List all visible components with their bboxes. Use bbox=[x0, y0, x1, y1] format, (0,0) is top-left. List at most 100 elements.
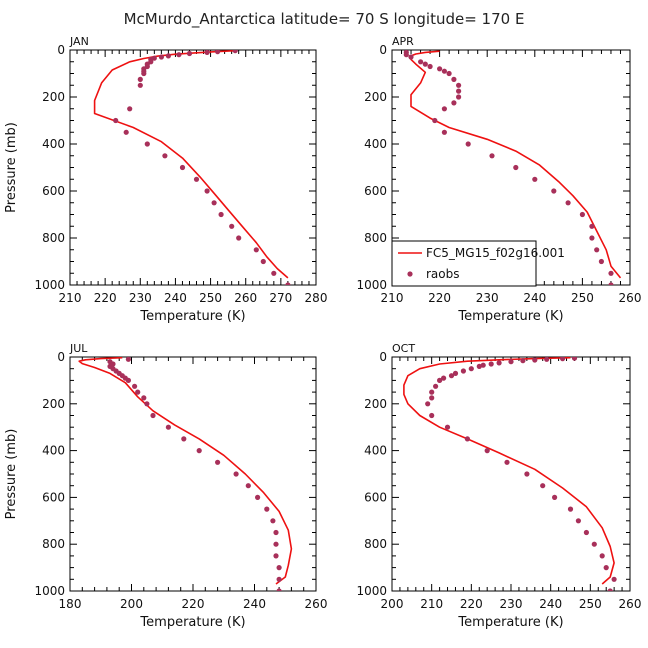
jan-x-tick-label: 260 bbox=[234, 291, 257, 305]
jan-x-axis-label: Temperature (K) bbox=[139, 309, 245, 324]
apr-raobs-point bbox=[465, 141, 471, 147]
jul-x-axis-label: Temperature (K) bbox=[139, 615, 245, 630]
jan-y-tick-label: 1000 bbox=[34, 278, 65, 292]
jan-raobs-point bbox=[113, 117, 119, 124]
apr-y-tick-label: 1000 bbox=[356, 278, 387, 292]
legend-model-label: FC5_MG15_f02g16.001 bbox=[426, 246, 565, 260]
jul-raobs-point bbox=[276, 576, 282, 582]
jan-raobs-point bbox=[253, 247, 259, 253]
apr-raobs-point bbox=[451, 100, 457, 106]
oct-raobs-point bbox=[468, 366, 474, 372]
jul-x-tick-label: 240 bbox=[243, 597, 266, 611]
apr-y-tick-label: 600 bbox=[364, 184, 387, 198]
jan-raobs-point bbox=[137, 82, 143, 88]
oct-raobs-point bbox=[437, 377, 443, 383]
jan-y-tick-label: 800 bbox=[42, 231, 65, 245]
apr-raobs-point bbox=[513, 164, 519, 171]
apr-raobs-point bbox=[456, 88, 462, 94]
apr-raobs-point bbox=[489, 153, 495, 159]
oct-x-tick-label: 260 bbox=[619, 597, 642, 611]
jul-raobs-point bbox=[141, 395, 147, 401]
apr-x-tick-label: 230 bbox=[476, 291, 499, 305]
jul-axes-frame bbox=[69, 356, 317, 592]
apr-raobs-point bbox=[403, 52, 409, 58]
jan-raobs-point bbox=[271, 270, 277, 276]
oct-raobs-point bbox=[508, 359, 514, 365]
jan-raobs-point bbox=[229, 223, 235, 229]
jan-raobs-point bbox=[236, 235, 242, 241]
jan-y-tick-label: 0 bbox=[57, 43, 65, 57]
jan-x-tick-label: 270 bbox=[269, 291, 292, 305]
jul-y-axis-label: Pressure (mb) bbox=[4, 429, 19, 520]
oct-raobs-point bbox=[603, 565, 609, 571]
jul-raobs-point bbox=[135, 389, 141, 395]
jul-raobs-point bbox=[181, 436, 187, 442]
apr-raobs-point bbox=[608, 282, 614, 285]
oct-raobs-point bbox=[429, 412, 435, 419]
apr-y-tick-label: 200 bbox=[364, 90, 387, 104]
jan-raobs-point bbox=[186, 50, 193, 57]
oct-raobs-point bbox=[496, 360, 502, 366]
jul-y-tick-label: 400 bbox=[42, 444, 65, 458]
oct-y-tick-label: 600 bbox=[364, 490, 387, 504]
oct-raobs-point bbox=[448, 373, 455, 379]
jul-raobs-point bbox=[196, 448, 202, 454]
jan-raobs-point bbox=[165, 53, 171, 59]
jul-raobs-point bbox=[276, 588, 282, 591]
jan-raobs-point bbox=[211, 200, 217, 206]
jan-raobs-point bbox=[127, 106, 133, 112]
panel-jul: JUL 180 200 220 240 260 0 200 400 600 800 1000 Tempe… bbox=[4, 342, 327, 630]
apr-x-tick-label: 240 bbox=[523, 291, 546, 305]
jul-plot-area bbox=[78, 357, 293, 591]
apr-raobs-point bbox=[427, 63, 433, 70]
oct-raobs-point bbox=[560, 357, 566, 362]
panel-apr: APR 210 220 230 240 250 260 0 200 400 600 800 1000 Te… bbox=[356, 35, 641, 324]
jan-raobs-point bbox=[232, 50, 238, 54]
legend-box bbox=[391, 240, 537, 287]
jan-axes-frame bbox=[69, 49, 317, 286]
oct-raobs-point bbox=[425, 401, 431, 407]
jul-x-tick-label: 220 bbox=[182, 597, 205, 611]
jan-x-tick-label: 210 bbox=[59, 291, 82, 305]
jan-raobs-point bbox=[141, 70, 147, 77]
apr-raobs-point bbox=[422, 61, 428, 67]
oct-plot-area bbox=[403, 357, 617, 591]
jan-raobs-point bbox=[204, 50, 210, 55]
oct-y-tick-label: 400 bbox=[364, 444, 387, 458]
apr-y-tick-label: 0 bbox=[379, 43, 387, 57]
oct-raobs-point bbox=[433, 383, 439, 389]
apr-raobs-point bbox=[437, 66, 443, 72]
jan-y-tick-label: 200 bbox=[42, 90, 65, 104]
jan-panel-label: JAN bbox=[69, 35, 89, 48]
jan-raobs-point bbox=[179, 164, 186, 171]
oct-raobs-point bbox=[429, 389, 435, 395]
jan-raobs-point bbox=[218, 211, 224, 218]
jul-raobs-point bbox=[270, 518, 276, 524]
jul-raobs-point bbox=[215, 459, 221, 465]
oct-raobs-point bbox=[444, 424, 451, 430]
oct-raobs-point bbox=[429, 395, 435, 401]
jan-y-tick-label: 400 bbox=[42, 137, 65, 151]
oct-raobs-point bbox=[575, 518, 582, 524]
oct-raobs-point bbox=[464, 436, 470, 442]
oct-y-tick-label: 200 bbox=[364, 397, 387, 411]
oct-y-tick-label: 0 bbox=[379, 350, 387, 364]
oct-x-tick-label: 240 bbox=[539, 597, 562, 611]
oct-raobs-point bbox=[520, 358, 526, 364]
jan-raobs-point bbox=[176, 52, 182, 58]
legend-obs-label: raobs bbox=[426, 267, 460, 281]
oct-raobs-point bbox=[460, 368, 466, 374]
oct-raobs-point bbox=[583, 529, 590, 536]
oct-raobs-point bbox=[452, 370, 459, 376]
apr-y-tick-label: 400 bbox=[364, 137, 387, 151]
jul-y-tick-label: 800 bbox=[42, 537, 65, 551]
jul-raobs-point bbox=[276, 565, 282, 571]
jul-raobs-point bbox=[150, 412, 156, 419]
apr-x-tick-label: 220 bbox=[428, 291, 451, 305]
jan-x-tick-label: 220 bbox=[94, 291, 117, 305]
legend: FC5_MG15_f02g16.001 raobs bbox=[391, 240, 565, 287]
apr-raobs-point bbox=[594, 247, 600, 253]
jul-raobs-point bbox=[132, 383, 138, 389]
apr-x-tick-label: 250 bbox=[571, 291, 594, 305]
